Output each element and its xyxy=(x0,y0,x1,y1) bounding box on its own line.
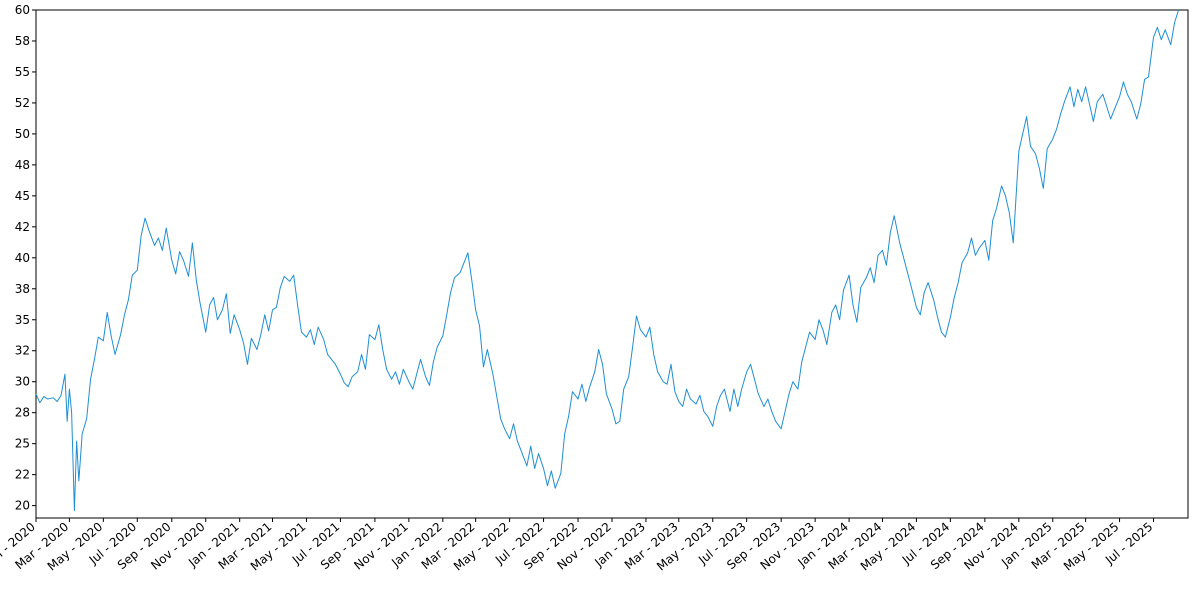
y-tick-label: 45 xyxy=(15,189,30,203)
y-tick-label: 50 xyxy=(15,127,30,141)
y-tick-label: 30 xyxy=(15,375,30,389)
y-tick-label: 25 xyxy=(15,437,30,451)
y-tick-label: 28 xyxy=(15,406,30,420)
y-tick-label: 32 xyxy=(15,344,30,358)
y-tick-label: 40 xyxy=(15,251,30,265)
y-tick-label: 52 xyxy=(15,96,30,110)
y-tick-label: 35 xyxy=(15,313,30,327)
series-line-1 xyxy=(35,9,1180,512)
y-tick-label: 42 xyxy=(15,220,30,234)
y-tick-label: 55 xyxy=(15,65,30,79)
y-tick-label: 60 xyxy=(15,3,30,17)
y-tick-label: 38 xyxy=(15,282,30,296)
y-tick-label: 20 xyxy=(15,499,30,513)
y-tick-label: 58 xyxy=(15,34,30,48)
plot-frame xyxy=(35,9,1189,519)
y-tick-label: 48 xyxy=(15,158,30,172)
y-tick-label: 22 xyxy=(15,468,30,482)
